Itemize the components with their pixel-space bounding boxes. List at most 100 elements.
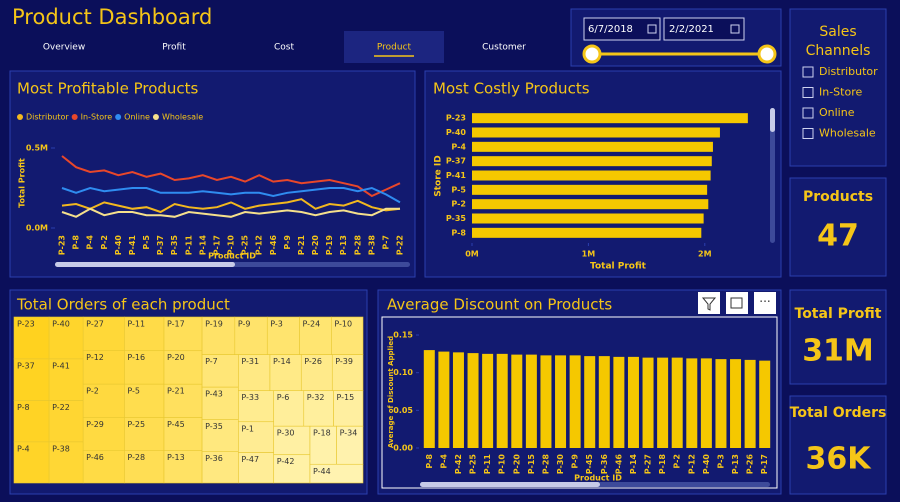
treemap-cell[interactable] bbox=[303, 390, 334, 427]
treemap-cell[interactable] bbox=[48, 441, 84, 484]
treemap-cell[interactable] bbox=[82, 450, 125, 484]
y-tick-label: P-40 bbox=[446, 128, 467, 137]
treemap-cell[interactable] bbox=[273, 425, 311, 456]
treemap-cell[interactable] bbox=[333, 390, 364, 427]
x-tick-label: P-10 bbox=[498, 454, 507, 475]
x-tick-label: P-11 bbox=[483, 454, 492, 475]
treemap-cell[interactable] bbox=[309, 463, 364, 484]
treemap-cell[interactable] bbox=[201, 386, 239, 420]
y-tick-label: 0.5M bbox=[26, 144, 48, 153]
bar bbox=[744, 359, 756, 448]
nav-tab[interactable]: Profit bbox=[162, 43, 186, 53]
treemap-label: P-19 bbox=[205, 320, 223, 329]
bar bbox=[472, 213, 704, 224]
bar bbox=[598, 356, 610, 448]
treemap-cell[interactable] bbox=[201, 451, 239, 484]
treemap-cell[interactable] bbox=[299, 316, 332, 355]
x-tick-label: P-20 bbox=[512, 454, 521, 475]
x-tick-label: P-12 bbox=[255, 235, 264, 255]
bar bbox=[472, 170, 711, 181]
checkbox[interactable] bbox=[802, 87, 814, 98]
nav-tab[interactable]: Cost bbox=[274, 43, 294, 53]
checkbox-label: Online bbox=[819, 106, 855, 119]
checkbox[interactable] bbox=[802, 66, 814, 78]
treemap-label: P-36 bbox=[205, 454, 223, 463]
treemap-cell[interactable] bbox=[163, 450, 203, 484]
scrollbar-thumb[interactable] bbox=[770, 108, 775, 132]
treemap-cell[interactable] bbox=[266, 316, 300, 355]
treemap-cell[interactable] bbox=[238, 354, 271, 392]
bar bbox=[686, 358, 698, 448]
treemap-cell[interactable] bbox=[13, 441, 50, 484]
treemap-label: P-3 bbox=[270, 320, 283, 329]
y-axis-label: Total Profit bbox=[18, 158, 27, 208]
treemap-cell[interactable] bbox=[13, 358, 50, 401]
treemap-cell[interactable] bbox=[82, 350, 125, 385]
treemap-cell[interactable] bbox=[48, 400, 84, 443]
treemap-cell[interactable] bbox=[163, 316, 203, 352]
nav-tab[interactable]: Customer bbox=[482, 43, 526, 53]
slider-handle[interactable] bbox=[582, 44, 602, 64]
x-tick-label: P-28 bbox=[353, 235, 362, 256]
treemap-cell[interactable] bbox=[300, 354, 333, 392]
filter-icon[interactable] bbox=[698, 292, 720, 314]
treemap-cell[interactable] bbox=[163, 350, 203, 385]
treemap-cell[interactable] bbox=[124, 450, 165, 484]
treemap-cell[interactable] bbox=[201, 354, 239, 388]
treemap-label: P-29 bbox=[86, 420, 104, 429]
treemap-label: P-39 bbox=[335, 357, 353, 366]
focus-glyph bbox=[730, 297, 743, 309]
treemap-cell[interactable] bbox=[331, 354, 364, 392]
date-input[interactable] bbox=[583, 17, 661, 41]
line-series bbox=[61, 207, 400, 218]
scrollbar-thumb[interactable] bbox=[420, 482, 600, 487]
treemap-cell[interactable] bbox=[238, 452, 275, 484]
x-tick-label: P-8 bbox=[72, 235, 81, 250]
x-axis-label: Total Profit bbox=[590, 262, 647, 272]
treemap-cell[interactable] bbox=[48, 358, 84, 401]
date-input[interactable] bbox=[663, 17, 745, 41]
treemap-cell[interactable] bbox=[13, 400, 50, 443]
treemap-cell[interactable] bbox=[331, 316, 364, 355]
nav-tab[interactable]: Product bbox=[377, 43, 412, 53]
y-axis-label: Average of Discount Applied bbox=[387, 336, 395, 448]
nav-tab[interactable]: Overview bbox=[43, 43, 85, 53]
treemap-label: P-46 bbox=[86, 453, 104, 462]
x-tick-label: P-4 bbox=[86, 235, 95, 250]
treemap-cell[interactable] bbox=[336, 425, 364, 465]
checkbox[interactable] bbox=[802, 107, 814, 119]
bar bbox=[759, 360, 771, 448]
treemap-cell[interactable] bbox=[124, 383, 165, 418]
scrollbar-thumb[interactable] bbox=[55, 262, 235, 267]
treemap-cell[interactable] bbox=[234, 316, 268, 355]
checkbox[interactable] bbox=[802, 128, 814, 139]
treemap-cell[interactable] bbox=[238, 421, 275, 453]
treemap-cell[interactable] bbox=[48, 316, 84, 360]
treemap-label: P-2 bbox=[86, 387, 99, 396]
x-tick-label: P-26 bbox=[746, 454, 755, 475]
treemap-cell[interactable] bbox=[82, 417, 125, 451]
x-tick-label: P-40 bbox=[114, 235, 123, 256]
treemap-cell[interactable] bbox=[124, 350, 165, 385]
treemap-cell[interactable] bbox=[269, 354, 302, 392]
more-icon[interactable] bbox=[754, 292, 776, 314]
treemap-cell[interactable] bbox=[163, 417, 203, 451]
calendar-icon bbox=[730, 24, 740, 34]
treemap-cell[interactable] bbox=[201, 419, 239, 452]
treemap-cell[interactable] bbox=[273, 454, 311, 484]
y-tick-label: P-5 bbox=[451, 185, 466, 194]
treemap-cell[interactable] bbox=[13, 316, 50, 360]
y-tick-label: 0.05 bbox=[393, 406, 413, 415]
x-tick-label: P-30 bbox=[556, 454, 565, 475]
bar bbox=[472, 184, 708, 195]
bar bbox=[452, 352, 464, 448]
treemap-cell[interactable] bbox=[273, 390, 305, 427]
focus-icon[interactable] bbox=[726, 292, 748, 314]
bar bbox=[613, 356, 625, 448]
bar bbox=[423, 350, 435, 448]
bar bbox=[482, 353, 494, 448]
slider-handle[interactable] bbox=[757, 44, 777, 64]
treemap-cell[interactable] bbox=[201, 316, 236, 355]
treemap-cell[interactable] bbox=[238, 390, 275, 423]
treemap-cell[interactable] bbox=[309, 425, 337, 465]
